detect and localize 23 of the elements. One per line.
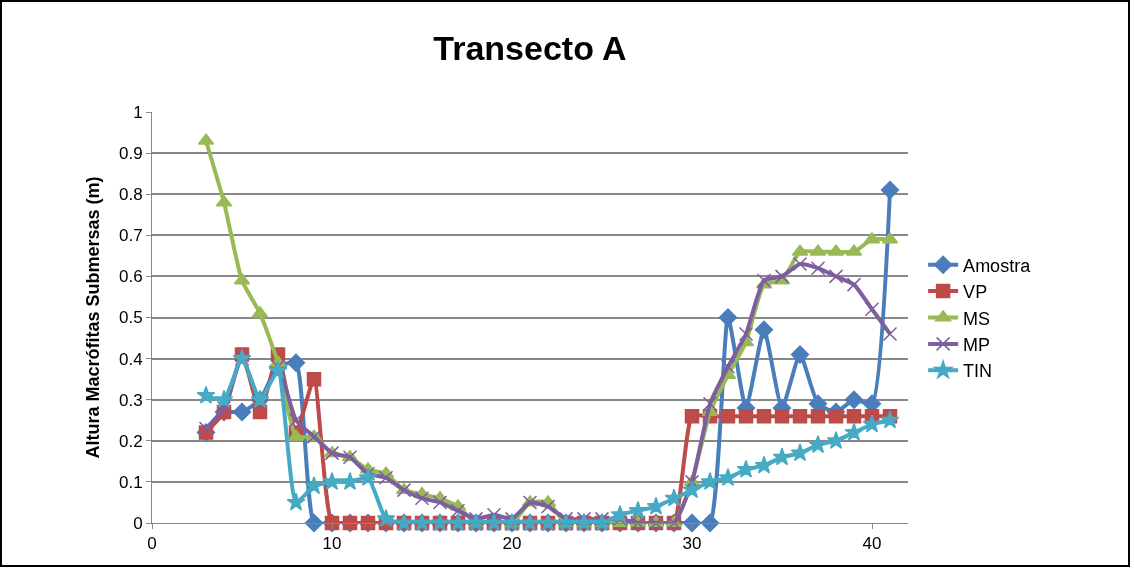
chart-title: Transecto A [433,28,627,67]
legend-label: MS [963,308,991,329]
y-tick-label: 0.8 [118,185,143,205]
x-tick-label: 30 [682,534,702,554]
y-tick-label: 0.6 [118,267,143,287]
x-tick-label: 20 [502,534,522,554]
x-tick-label: 10 [322,534,342,554]
y-tick-label: 0.4 [118,349,143,369]
y-tick-label: 0.3 [118,390,143,410]
x-tick-label: 0 [147,534,157,554]
y-tick-label: 0.9 [118,144,143,164]
legend-label: MP [963,334,991,355]
y-tick-label: 0.2 [118,431,143,451]
legend-label: TIN [963,361,993,382]
y-tick-label: 0.7 [118,226,143,246]
y-tick-label: 1 [133,102,143,122]
y-tick-label: 0.5 [118,308,143,328]
y-axis-title: Altura Macrófitas Submersas (m) [83,176,104,459]
y-tick-label: 0 [133,513,143,533]
y-tick-label: 0.1 [118,472,143,492]
legend-label: VP [963,282,988,303]
legend-label: Amostra [963,255,1032,276]
x-tick-label: 40 [862,534,882,554]
